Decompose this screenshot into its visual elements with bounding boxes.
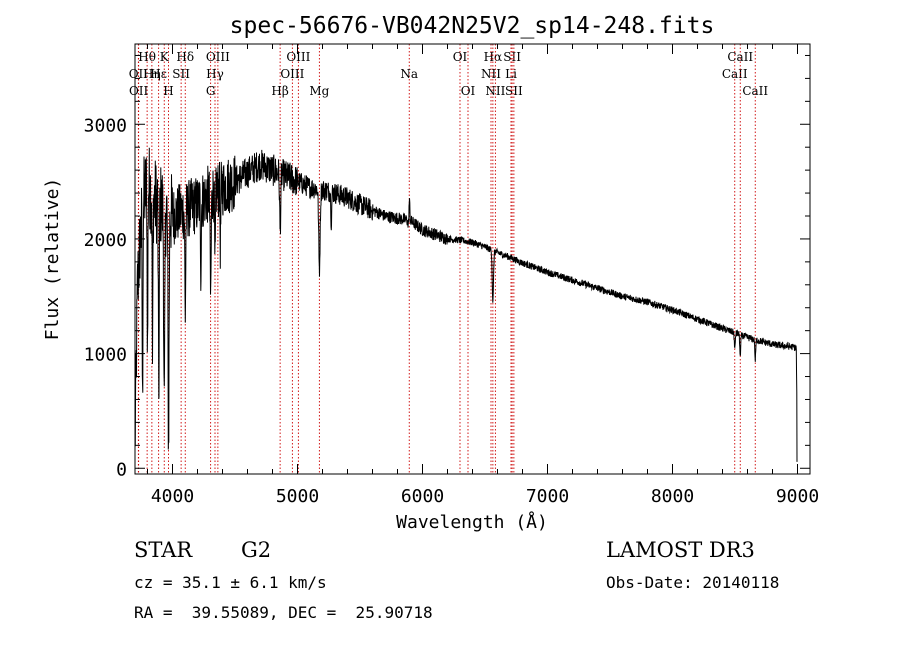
chart-title: spec-56676-VB042N25V2_sp14-248.fits: [230, 13, 715, 39]
y-tick-label: 1000: [84, 345, 127, 366]
line-marker-label: OIII: [206, 50, 230, 64]
line-marker-label: CaII: [722, 67, 748, 81]
coordinates-text: RA = 39.55089, DEC = 25.90718: [134, 603, 433, 622]
line-marker-label: CaII: [727, 50, 753, 64]
line-marker-label: Hε: [150, 67, 167, 81]
line-marker-label: SII: [172, 67, 190, 81]
line-marker-label: Hγ: [206, 67, 224, 81]
x-tick-label: 8000: [651, 486, 694, 507]
line-marker-label: Hδ: [176, 50, 194, 64]
redshift-text: cz = 35.1 ± 6.1 km/s: [134, 573, 327, 592]
line-marker-label: OII: [129, 67, 149, 81]
line-marker-label: OII: [129, 84, 149, 98]
y-tick-label: 2000: [84, 230, 127, 251]
object-class: STAR: [134, 538, 193, 562]
line-marker-label: OIII: [280, 67, 304, 81]
x-tick-label: 7000: [526, 486, 569, 507]
line-marker-label: OI: [453, 50, 468, 64]
line-marker-label: OIII: [286, 50, 310, 64]
x-tick-label: 9000: [776, 486, 819, 507]
line-marker-label: H: [163, 84, 173, 98]
y-tick-label: 3000: [84, 115, 127, 136]
y-tick-label: 0: [116, 459, 127, 480]
spectrum-line: [134, 147, 798, 462]
object-subclass: G2: [241, 538, 272, 562]
line-marker-label: SII: [503, 50, 521, 64]
y-axis-label: Flux (relative): [42, 178, 63, 341]
x-tick-label: 5000: [276, 486, 319, 507]
line-marker-label: Na: [400, 67, 418, 81]
line-marker-label: Hθ: [138, 50, 156, 64]
x-axis-label: Wavelength (Å): [396, 511, 548, 533]
survey-name: LAMOST DR3: [606, 538, 755, 562]
line-marker-label: NII: [485, 84, 505, 98]
line-marker-label: Hη: [143, 67, 161, 81]
line-marker-label: G: [206, 84, 216, 98]
line-marker-label: Hα: [484, 50, 503, 64]
x-tick-label: 6000: [401, 486, 444, 507]
obs-date-text: Obs-Date: 20140118: [606, 573, 780, 592]
line-marker-label: CaII: [742, 84, 768, 98]
line-marker-label: K: [160, 50, 170, 64]
axis-ticks: 4000 5000 6000 7000 8000 9000 0 1000 2000 3000: [84, 44, 819, 507]
line-marker-label: Li: [505, 67, 517, 81]
line-marker-label: Hβ: [271, 84, 288, 98]
line-marker-label: SII: [505, 84, 523, 98]
line-marker-label: NII: [481, 67, 501, 81]
line-marker-label: OI: [461, 84, 476, 98]
x-tick-label: 4000: [151, 486, 194, 507]
line-marker-label: Mg: [309, 84, 329, 98]
plot-frame: [134, 43, 811, 475]
